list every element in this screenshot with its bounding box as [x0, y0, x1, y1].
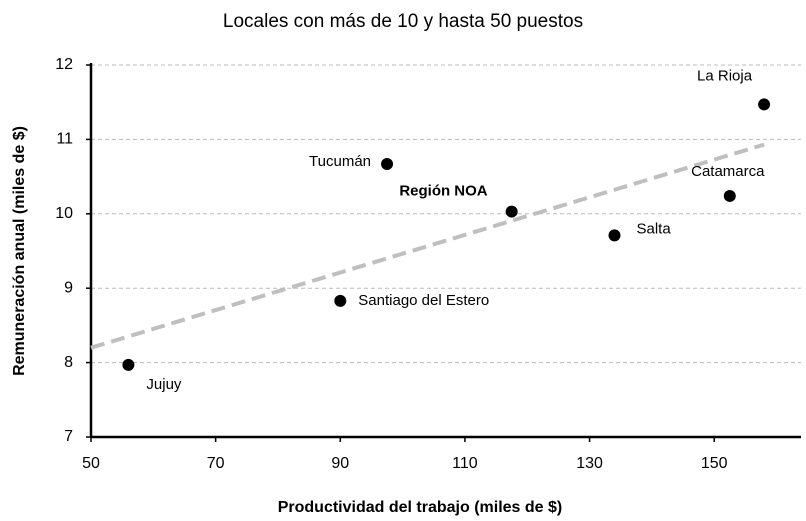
point-label: Jujuy [146, 376, 182, 393]
point [505, 205, 518, 218]
point-label: Región NOA [399, 183, 487, 200]
y-tick-label: 10 [55, 205, 73, 222]
y-tick-label: 8 [64, 354, 73, 371]
x-tick-label: 110 [452, 455, 478, 472]
point [608, 229, 621, 242]
point [758, 98, 771, 111]
point-label: Catamarca [691, 163, 765, 180]
y-tick-label: 9 [64, 279, 73, 296]
trendline [90, 142, 765, 350]
point-label: Salta [637, 220, 672, 237]
point [381, 157, 394, 170]
point-label: Santiago del Estero [358, 292, 489, 309]
x-tick-label: 130 [576, 455, 603, 472]
y-tick-label: 7 [64, 428, 73, 445]
point [723, 189, 736, 202]
point-label: Tucumán [309, 153, 371, 170]
y-axis-label: Remuneración anual (miles de $) [11, 126, 28, 376]
x-axis-label: Productividad del trabajo (miles de $) [278, 499, 563, 516]
point [334, 294, 347, 307]
x-tick-label: 70 [207, 455, 225, 472]
chart-title: Locales con más de 10 y hasta 50 puestos [223, 11, 583, 32]
point-label: La Rioja [697, 67, 753, 84]
point [122, 358, 135, 371]
y-tick-label: 11 [56, 131, 73, 148]
x-tick-label: 90 [331, 455, 349, 472]
x-tick-label: 150 [701, 455, 728, 472]
x-tick-label: 50 [82, 455, 100, 472]
y-tick-label: 12 [55, 56, 73, 73]
